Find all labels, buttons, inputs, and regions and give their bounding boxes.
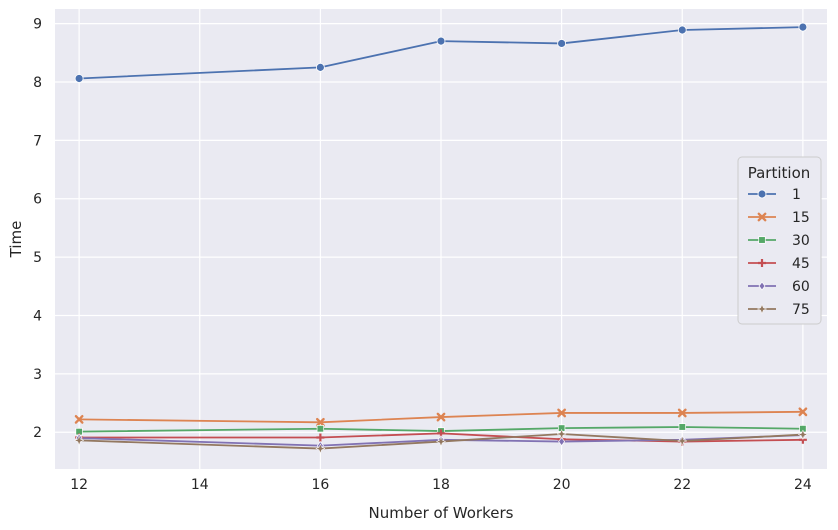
grid — [55, 9, 827, 469]
x-tick-label: 24 — [794, 477, 812, 493]
legend-box — [737, 156, 822, 325]
legend-label-15: 15 — [792, 210, 810, 226]
y-axis-label: Time — [7, 221, 25, 259]
data-point-1 — [436, 36, 446, 46]
legend-label-75: 75 — [792, 302, 810, 318]
series-line-30 — [79, 426, 803, 433]
x-tick-label: 12 — [70, 477, 88, 493]
data-point-75 — [676, 435, 688, 447]
data-point-75 — [797, 429, 809, 440]
data-point-1 — [798, 22, 808, 32]
data-point-1 — [315, 62, 325, 72]
data-point-75 — [435, 436, 447, 447]
x-tick-label: 22 — [673, 477, 691, 493]
y-tick-label: 4 — [33, 308, 42, 324]
legend-label-30: 30 — [792, 233, 810, 249]
data-point-1 — [74, 74, 84, 83]
data-point-45 — [316, 433, 325, 442]
legend-marker-60 — [758, 281, 766, 291]
x-tick-label: 16 — [311, 477, 329, 493]
x-tick-label: 14 — [191, 477, 209, 493]
x-tick-labels: 12 14 16 18 20 22 24 — [70, 477, 812, 493]
legend-title: Partition — [748, 164, 811, 182]
y-tick-label: 8 — [33, 75, 42, 91]
legend: Partition 1 15 30 45 60 75 — [737, 156, 822, 325]
x-axis-label: Number of Workers — [369, 504, 514, 522]
y-tick-label: 6 — [33, 192, 42, 208]
data-point-30 — [678, 423, 686, 431]
data-point-15 — [315, 417, 325, 427]
legend-marker-30 — [758, 236, 766, 244]
data-point-15 — [436, 412, 446, 422]
data-point-75 — [556, 428, 567, 440]
series-line-45 — [79, 432, 803, 443]
y-tick-labels: 2 3 4 5 6 7 8 9 — [33, 17, 42, 442]
data-point-75 — [315, 443, 326, 454]
legend-marker-75 — [756, 303, 768, 315]
series-line-15 — [79, 410, 803, 424]
data-point-75 — [73, 435, 85, 446]
legend-label-60: 60 — [792, 279, 810, 295]
y-tick-label: 9 — [33, 17, 42, 33]
x-tick-label: 20 — [553, 477, 571, 493]
data-point-30 — [316, 425, 325, 433]
y-tick-label: 7 — [33, 133, 42, 149]
legend-marker-1 — [757, 189, 767, 199]
series-line-1 — [79, 26, 803, 80]
x-tick-label: 18 — [432, 477, 450, 493]
data-point-15 — [677, 408, 687, 418]
legend-marker-15 — [757, 212, 767, 222]
data-point-1 — [677, 25, 687, 35]
series-line-75 — [79, 433, 803, 450]
series-lines — [79, 26, 803, 450]
data-point-15 — [798, 407, 808, 417]
data-point-15 — [74, 414, 84, 424]
data-point-1 — [557, 39, 567, 48]
legend-marker-45 — [758, 259, 766, 267]
y-tick-label: 5 — [33, 250, 42, 266]
data-point-15 — [557, 408, 567, 418]
y-tick-label: 2 — [33, 425, 42, 441]
legend-label-1: 1 — [792, 187, 801, 203]
legend-items: 1 15 30 45 60 75 — [748, 187, 810, 318]
legend-label-45: 45 — [792, 256, 810, 272]
series-markers — [73, 22, 809, 454]
data-point-60 — [558, 436, 566, 447]
y-tick-label: 3 — [33, 367, 42, 383]
